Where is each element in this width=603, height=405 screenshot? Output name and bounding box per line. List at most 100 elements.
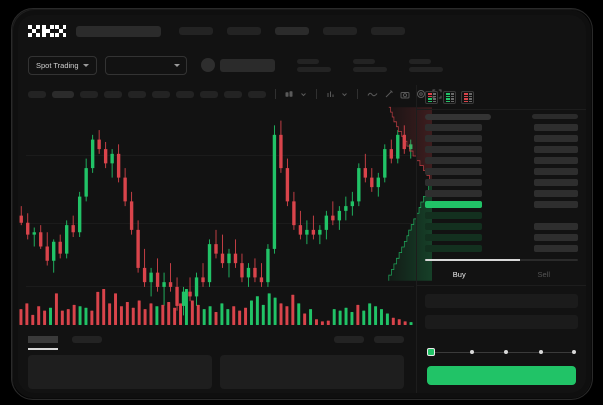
orderbook-row-amount (534, 212, 578, 219)
submit-buy-button[interactable] (427, 366, 576, 385)
orderbook-row-amount (534, 223, 578, 230)
bottom-panel-1[interactable] (28, 355, 212, 389)
timeframe-6[interactable] (152, 90, 170, 98)
coin-avatar (200, 58, 215, 72)
ticker-stat-3 (408, 58, 443, 72)
candle-type-icon[interactable] (285, 90, 294, 99)
orderbook-mode-bids-icon[interactable] (443, 91, 456, 104)
chevron-down-icon[interactable] (341, 91, 348, 98)
bottom-tab-1[interactable] (28, 335, 58, 350)
slider-track (431, 351, 572, 353)
ticker-stat-3-label (408, 58, 431, 64)
orderbook-row-price (425, 223, 482, 230)
orderbook-row[interactable] (425, 144, 578, 155)
trading-mode-label: Spot Trading (36, 60, 79, 70)
bottom-action-2[interactable] (374, 335, 404, 343)
orderbook-row-price (425, 179, 482, 186)
last-price (219, 58, 275, 72)
camera-icon[interactable] (400, 90, 410, 99)
bottom-panel-2[interactable] (220, 355, 404, 389)
orderbook-row-amount (534, 168, 578, 175)
orderbook-row[interactable] (425, 221, 578, 232)
timeframe-2[interactable] (52, 90, 74, 98)
nav-item-3[interactable] (275, 27, 309, 35)
tab-buy[interactable]: Buy (452, 270, 466, 279)
orderbook-rows (417, 122, 586, 254)
orderbook-row[interactable] (425, 133, 578, 144)
orderbook-row[interactable] (425, 243, 578, 254)
orderbook-row[interactable] (425, 166, 578, 177)
chart-toolbar (18, 85, 586, 103)
chevron-down-icon[interactable] (300, 91, 307, 98)
order-amount-slider[interactable] (427, 347, 576, 357)
orderbook-row[interactable] (425, 199, 578, 210)
toolbar-divider (357, 89, 358, 99)
bottom-panels (28, 355, 404, 389)
bottom-action-1[interactable] (334, 335, 364, 343)
nav-item-1[interactable] (179, 27, 213, 35)
toolbar-divider (275, 89, 276, 99)
chart-gridline (26, 285, 414, 287)
slider-stop-100[interactable] (571, 350, 576, 354)
orderbook-mode-both-icon[interactable] (425, 91, 438, 104)
draw-pencil-icon[interactable] (384, 89, 394, 99)
orderbook-row-amount (534, 124, 578, 131)
indicators-icon[interactable] (326, 90, 335, 99)
slider-stop-75[interactable] (538, 350, 543, 354)
tab-sell[interactable]: Sell (537, 270, 550, 279)
orderbook-row-price (425, 124, 482, 131)
orderbook-view-modes (417, 85, 586, 110)
orderbook-row-price (425, 234, 482, 241)
search-input[interactable] (76, 25, 161, 37)
orderbook-row-amount (534, 157, 578, 164)
timeframe-10[interactable] (248, 90, 266, 98)
nav-item-4[interactable] (323, 27, 357, 35)
trading-mode-dropdown[interactable]: Spot Trading (28, 55, 97, 75)
orderbook-row[interactable] (425, 188, 578, 199)
orderbook-row-amount (534, 190, 578, 197)
timeframe-4[interactable] (104, 90, 122, 98)
ticker-stat-2-value (352, 66, 387, 72)
orderbook-row-price (425, 157, 482, 164)
slider-handle[interactable] (427, 348, 435, 356)
orderbook-row[interactable] (425, 155, 578, 166)
timeframe-5[interactable] (128, 90, 146, 98)
ticker-stat-2-label (352, 58, 375, 64)
order-side-tabs: Buy Sell (417, 266, 586, 286)
orderbook-row-price (425, 245, 482, 252)
nav-item-2[interactable] (227, 27, 261, 35)
candlestick-series (19, 120, 413, 316)
chart-gridline (26, 222, 414, 224)
orderbook-row[interactable] (425, 232, 578, 243)
orderbook-row[interactable] (425, 210, 578, 221)
pair-selector[interactable] (104, 55, 187, 75)
order-amount-field[interactable] (425, 315, 578, 329)
orderbook-row[interactable] (425, 122, 578, 133)
primary-nav (179, 27, 405, 35)
timeframe-7[interactable] (176, 90, 194, 98)
orderbook-header-price (425, 114, 491, 120)
orderbook-row[interactable] (425, 177, 578, 188)
orderbook-ratio-bar (425, 259, 578, 261)
slider-stop-50[interactable] (504, 350, 509, 354)
price-chart[interactable] (18, 105, 414, 331)
timeframe-8[interactable] (200, 90, 218, 98)
bottom-tab-2[interactable] (72, 335, 102, 343)
fullscreen-icon[interactable] (432, 89, 442, 99)
okx-logo[interactable] (28, 25, 66, 37)
order-price-field[interactable] (425, 294, 578, 308)
timeframe-3[interactable] (80, 90, 98, 98)
orderbook-row-amount (534, 201, 578, 208)
nav-item-5[interactable] (371, 27, 405, 35)
timeframe-1[interactable] (28, 90, 46, 98)
orderbook-column-headers (417, 110, 586, 122)
orderbook-mode-asks-icon[interactable] (461, 91, 474, 104)
orderbook-row-price (425, 190, 482, 197)
timeframe-9[interactable] (224, 90, 242, 98)
slider-stop-25[interactable] (470, 350, 475, 354)
device-frame: Spot Trading (11, 8, 593, 400)
settings-gear-icon[interactable] (416, 89, 426, 99)
line-wave-icon[interactable] (367, 90, 378, 99)
orderbook-row-price (425, 168, 482, 175)
ticker-stat-1 (296, 58, 331, 72)
